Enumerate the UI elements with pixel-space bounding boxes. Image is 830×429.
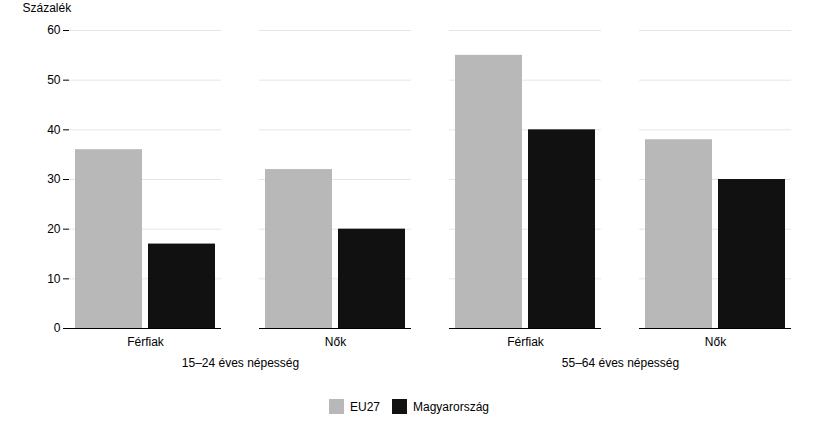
html-text:Magyarország: Magyarország [413, 399, 489, 414]
svg-text:40: 40 [47, 123, 61, 137]
svg-text:Férfiak: Férfiak [127, 335, 165, 349]
svg-text:0: 0 [54, 321, 61, 335]
svg-text:20: 20 [47, 222, 61, 236]
svg-text:Nők: Nők [705, 335, 727, 349]
svg-text:55–64 éves népesség: 55–64 éves népesség [562, 356, 679, 370]
svg-text:Férfiak: Férfiak [507, 335, 545, 349]
svg-text:15–24 éves népesség: 15–24 éves népesség [182, 356, 299, 370]
svg-text:60: 60 [47, 23, 61, 37]
svg-text:Százalék: Százalék [23, 1, 73, 15]
svg-text:30: 30 [47, 172, 61, 186]
svg-text:50: 50 [47, 73, 61, 87]
svg-text:10: 10 [47, 272, 61, 286]
html-text:EU27: EU27 [350, 399, 380, 414]
svg-text:Nők: Nők [325, 335, 347, 349]
